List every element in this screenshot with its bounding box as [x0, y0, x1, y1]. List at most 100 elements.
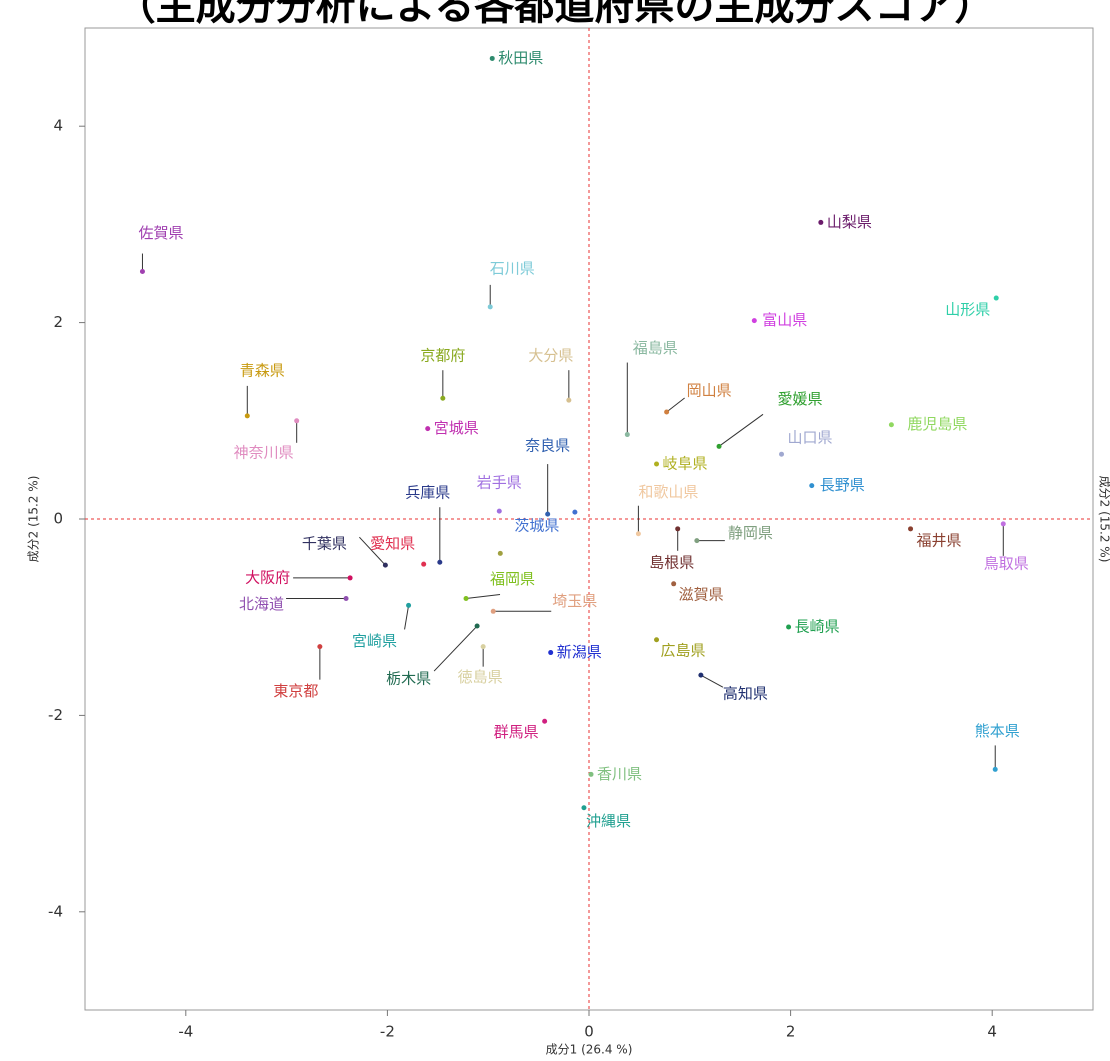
point-label: 茨城県: [514, 517, 559, 535]
point: [383, 563, 388, 568]
point-label: 沖縄県: [586, 812, 631, 830]
point: [440, 396, 445, 401]
y-tick-label: 4: [53, 117, 63, 135]
point-label: 埼玉県: [552, 592, 597, 610]
point: [464, 596, 469, 601]
point-label: 熊本県: [975, 722, 1020, 740]
point-label: 和歌山県: [638, 483, 698, 501]
point: [809, 483, 814, 488]
point-label: 栃木県: [386, 670, 431, 688]
point: [344, 596, 349, 601]
point: [581, 805, 586, 810]
point: [140, 269, 145, 274]
point-label: 東京都: [273, 682, 318, 700]
leader-line: [434, 626, 477, 671]
point-label: 奈良県: [525, 437, 570, 455]
point: [498, 551, 503, 556]
point: [317, 644, 322, 649]
point-label: 長崎県: [795, 618, 840, 636]
point: [491, 609, 496, 614]
point: [548, 650, 553, 655]
point-label: 秋田県: [498, 49, 543, 67]
point: [993, 767, 998, 772]
point-label: 高知県: [723, 685, 768, 703]
point-label: 愛媛県: [778, 390, 823, 408]
point: [818, 220, 823, 225]
point-label: 岐阜県: [663, 455, 708, 473]
chart-title: （主成分分析による各都道府県の主成分スコア）: [116, 0, 995, 29]
leader-line: [701, 675, 723, 687]
point-label: 滋賀県: [679, 585, 724, 603]
point: [779, 452, 784, 457]
point-label: 宮崎県: [352, 632, 397, 650]
y-axis-label-right: 成分2 (15.2 %): [1098, 476, 1110, 563]
leader-line: [719, 414, 763, 446]
y-tick-label: -2: [48, 706, 63, 724]
x-tick-label: -4: [178, 1023, 193, 1041]
point-label: 千葉県: [302, 535, 347, 553]
point-label: 群馬県: [494, 723, 539, 741]
point: [566, 398, 571, 403]
point: [675, 526, 680, 531]
point-label: 岩手県: [477, 474, 522, 492]
x-tick-label: -2: [380, 1023, 395, 1041]
point: [542, 719, 547, 724]
point: [421, 562, 426, 567]
point-label: 京都府: [420, 347, 465, 365]
point-label: 山形県: [945, 301, 990, 319]
point: [437, 560, 442, 565]
point: [786, 625, 791, 630]
point: [889, 422, 894, 427]
x-tick-label: 4: [987, 1023, 997, 1041]
point: [717, 444, 722, 449]
point: [475, 624, 480, 629]
point-label: 静岡県: [728, 524, 773, 542]
point: [245, 413, 250, 418]
point: [589, 772, 594, 777]
point: [572, 510, 577, 515]
x-tick-label: 2: [786, 1023, 796, 1041]
point-label: 広島県: [661, 641, 706, 659]
point-label: 石川県: [490, 259, 535, 277]
leader-line: [466, 595, 500, 599]
point-label: 長野県: [820, 476, 865, 494]
point-label: 鹿児島県: [907, 415, 967, 433]
point-label: 福岡県: [490, 570, 535, 588]
point-label: 神奈川県: [234, 443, 294, 461]
point-label: 佐賀県: [138, 224, 183, 242]
point: [490, 56, 495, 61]
point-label: 新潟県: [557, 643, 602, 661]
point-label: 鳥取県: [984, 554, 1029, 572]
y-tick-label: 2: [53, 313, 63, 331]
point: [994, 296, 999, 301]
point: [625, 432, 630, 437]
x-tick-label: 0: [584, 1023, 594, 1041]
point: [294, 418, 299, 423]
point-label: 富山県: [762, 311, 807, 329]
point: [481, 644, 486, 649]
point-label: 青森県: [240, 361, 285, 379]
point-label: 山梨県: [827, 213, 872, 231]
y-tick-label: -4: [48, 902, 63, 920]
point-label: 山口県: [788, 429, 833, 447]
point: [671, 581, 676, 586]
point-label: 徳島県: [458, 668, 503, 686]
point: [636, 531, 641, 536]
leader-line: [405, 605, 409, 629]
point: [664, 409, 669, 414]
point: [348, 575, 353, 580]
point: [654, 637, 659, 642]
point: [694, 538, 699, 543]
point-label: 岡山県: [687, 381, 732, 399]
point: [406, 603, 411, 608]
point-label: 北海道: [239, 595, 284, 613]
point-label: 香川県: [597, 765, 642, 783]
point-label: 愛知県: [370, 535, 415, 553]
point-label: 大阪府: [245, 568, 290, 586]
point: [908, 526, 913, 531]
point: [698, 673, 703, 678]
point-label: 宮城県: [434, 419, 479, 437]
leader-line: [667, 398, 685, 412]
